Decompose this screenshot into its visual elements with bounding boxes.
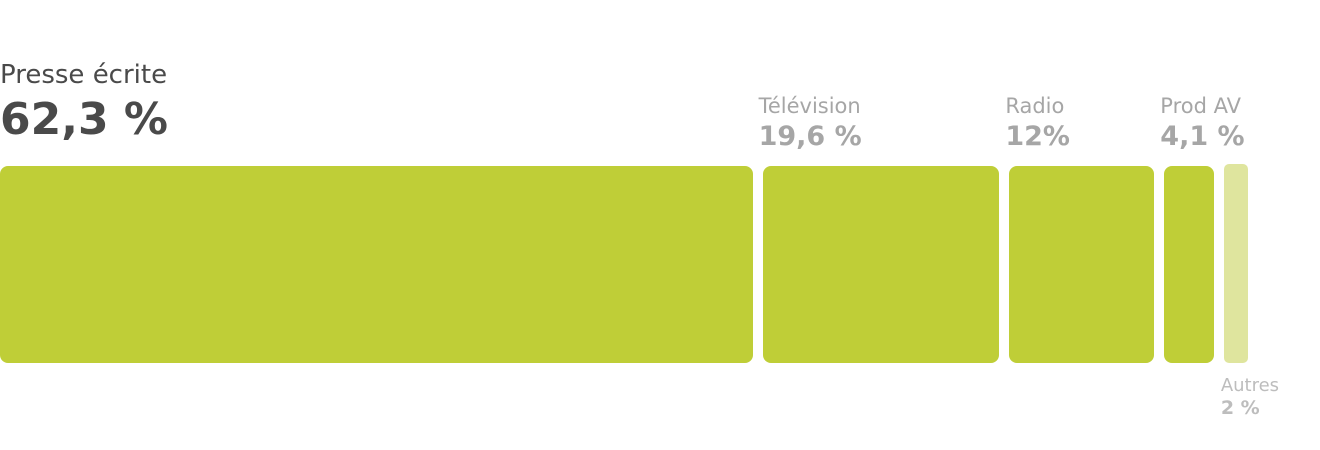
bar-segment-prod-av	[1164, 166, 1214, 363]
bar-segment-presse-ecrite	[0, 166, 753, 363]
value-label: 62,3 %	[0, 94, 168, 145]
category-label: Télévision	[758, 94, 861, 118]
category-label: Presse écrite	[0, 60, 168, 90]
category-label: Autres	[1220, 375, 1280, 396]
bar-segment-radio	[1009, 166, 1155, 363]
label-presse-ecrite: Presse écrite 62,3 %	[0, 62, 168, 142]
category-label: Prod AV	[1160, 94, 1242, 118]
label-radio: Radio 12%	[1005, 94, 1070, 152]
label-prod-av: Prod AV 4,1 %	[1160, 94, 1245, 152]
bar-segment-television	[762, 166, 1000, 363]
label-autres: Autres 2 %	[1221, 377, 1279, 418]
value-label: 12%	[1005, 121, 1070, 152]
value-label: 4,1 %	[1160, 121, 1245, 152]
category-label: Radio	[1005, 94, 1065, 118]
value-label: 2 %	[1220, 397, 1260, 419]
label-television: Télévision 19,6 %	[758, 94, 862, 152]
value-label: 19,6 %	[758, 121, 862, 152]
bar-segment-autres	[1223, 164, 1248, 363]
